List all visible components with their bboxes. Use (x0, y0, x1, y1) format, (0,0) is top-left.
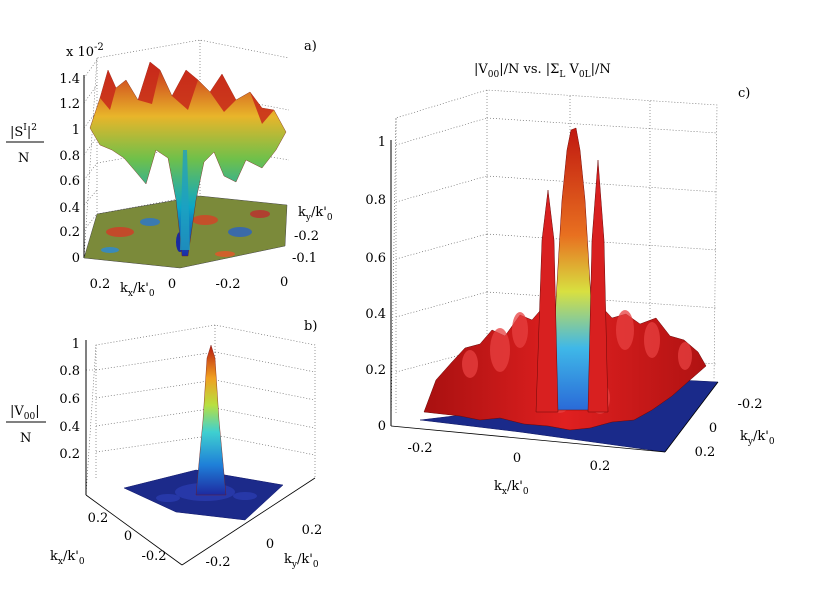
panel-b-y-tick: 0 (266, 537, 274, 552)
panel-b-label: b) (304, 319, 317, 334)
panel-b-z-tick: 0.8 (59, 364, 80, 379)
panel-c-y-axis (664, 381, 719, 453)
panel-b-x-tick: -0.2 (141, 549, 166, 564)
panel-c-central-peak (551, 127, 596, 411)
panel-b-x-axis (85, 494, 183, 566)
panel-b: 0.2 0.4 0.6 0.8 1 b) |V00| N 0.2 0 -0.2 … (6, 319, 322, 570)
panel-b-y-tick: 0.2 (302, 523, 323, 538)
panel-a-xlabel: kx/k'0 (120, 281, 155, 299)
panel-b-zlabel-numerator: |V00| (10, 404, 40, 422)
panel-b-x-tick: 0 (124, 529, 132, 544)
panel-a-x-tick: 0 (168, 277, 176, 292)
panel-a-central-dip (180, 150, 190, 250)
panel-b-ylabel: ky/k'0 (284, 552, 319, 570)
panel-a-label: a) (304, 39, 317, 54)
panel-c-z-tick: 1 (378, 135, 386, 150)
panel-b-z-tick: 0.2 (59, 447, 80, 462)
panel-c-z-tick: 0.4 (365, 307, 386, 322)
panel-a-z-tick: 1.4 (59, 72, 80, 87)
panel-a-surface-ridges (100, 62, 274, 124)
panel-b-z-tick: 0.4 (59, 420, 80, 435)
panel-c-xlabel: kx/k'0 (494, 479, 529, 497)
panel-a-exponent: x 10-2 (66, 42, 104, 60)
panel-b-x-tick: 0.2 (88, 511, 109, 526)
panel-c-left-flank (535, 189, 559, 413)
panel-a-z-tick: 0.4 (59, 201, 80, 216)
panel-c-z-tick: 0 (378, 419, 386, 434)
panel-b-zlabel-denominator: N (20, 431, 31, 446)
panel-c-title: |V00|/N vs. |ΣL V0L|/N (474, 62, 611, 80)
panel-b-z-ticks: 0.2 0.4 0.6 0.8 1 (59, 337, 80, 462)
panel-c-z-tick: 0.2 (365, 363, 386, 378)
panel-a-zlabel-numerator: |SI|2 (10, 123, 37, 140)
panel-b-xlabel: kx/k'0 (50, 549, 85, 567)
panel-a-z-tick: 0 (72, 251, 80, 266)
panel-a-y-tick: 0 (280, 275, 288, 290)
panel-a-x-tick: -0.2 (215, 277, 240, 292)
panel-b-y-tick: -0.2 (205, 555, 230, 570)
panel-b-z-tick: 1 (72, 337, 80, 352)
panel-a-y-tick: -0.1 (292, 251, 317, 266)
panel-c-y-tick: 0 (709, 421, 717, 436)
panel-c-y-ticks: -0.2 0 0.2 (695, 397, 763, 460)
panel-a-x-tick: 0.2 (90, 277, 111, 292)
panel-a-z-tick: 1 (72, 123, 80, 138)
panel-a: 0 0.2 0.4 0.6 0.8 1 1.2 1.4 x 10-2 a) |S… (6, 39, 333, 299)
panel-c-z-tick: 0.8 (365, 193, 386, 208)
panel-b-peak (195, 344, 227, 496)
panel-c-x-tick: -0.2 (407, 441, 432, 456)
panel-b-z-tick: 0.6 (59, 392, 80, 407)
panel-c-y-tick: 0.2 (695, 445, 716, 460)
panel-b-y-axis (181, 477, 316, 566)
panel-c-label: c) (738, 86, 750, 101)
panel-c-x-tick: 0 (513, 451, 521, 466)
panel-a-z-ticks: 0 0.2 0.4 0.6 0.8 1 1.2 1.4 (59, 72, 80, 266)
panel-c-x-axis (390, 425, 666, 453)
panel-a-zlabel-denominator: N (18, 151, 29, 166)
panel-a-z-tick: 0.8 (59, 149, 80, 164)
panel-c-right-flank (587, 159, 609, 413)
panel-c-z-tick: 0.6 (365, 251, 386, 266)
panel-c: |V00|/N vs. |ΣL V0L|/N c) (365, 62, 775, 497)
panel-a-y-tick: -0.2 (294, 229, 319, 244)
panel-a-ylabel: ky/k'0 (298, 205, 333, 223)
panel-b-y-ticks: -0.2 0 0.2 (205, 523, 322, 570)
panel-c-x-tick: 0.2 (590, 459, 611, 474)
panel-a-x-ticks: 0.2 0 -0.2 (90, 277, 241, 292)
panel-b-x-ticks: 0.2 0 -0.2 (88, 511, 167, 564)
panel-c-y-tick: -0.2 (737, 397, 762, 412)
panel-a-z-tick: 0.2 (59, 225, 80, 240)
panel-a-z-tick: 0.6 (59, 174, 80, 189)
panel-a-y-ticks: -0.2 -0.1 0 (280, 229, 319, 290)
panel-a-z-tick: 1.2 (59, 97, 80, 112)
panel-c-z-ticks: 0 0.2 0.4 0.6 0.8 1 (365, 135, 386, 434)
panel-c-x-ticks: -0.2 0 0.2 (407, 441, 610, 474)
panel-c-ylabel: ky/k'0 (740, 429, 775, 447)
panel-b-grid (85, 324, 316, 496)
